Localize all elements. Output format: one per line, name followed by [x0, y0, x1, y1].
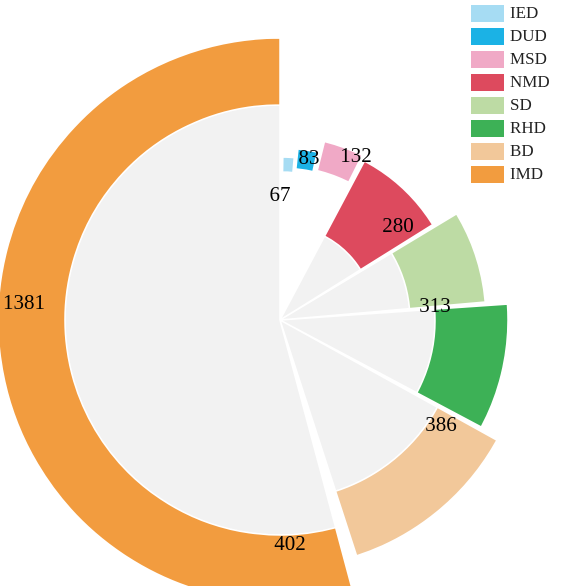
value-label-sd: 313 [419, 293, 451, 317]
legend-swatch-nmd [471, 74, 504, 91]
wedge-rhd [415, 303, 509, 429]
legend-label-rhd: RHD [510, 118, 546, 137]
legend-label-bd: BD [510, 141, 534, 160]
legend-swatch-ied [471, 5, 504, 22]
wedge-imd [0, 37, 353, 586]
legend-label-sd: SD [510, 95, 532, 114]
value-label-imd: 1381 [3, 290, 45, 314]
value-label-ied: 67 [270, 182, 291, 206]
legend-swatch-dud [471, 28, 504, 45]
legend-swatch-rhd [471, 120, 504, 137]
wedge-nmd [323, 160, 434, 271]
legend-swatch-msd [471, 51, 504, 68]
legend-label-nmd: NMD [510, 72, 550, 91]
value-label-nmd: 280 [382, 213, 414, 237]
legend-swatch-imd [471, 166, 504, 183]
value-label-msd: 132 [340, 143, 372, 167]
legend-label-msd: MSD [510, 49, 547, 68]
wedge-sd [390, 212, 487, 310]
legend-label-dud: DUD [510, 26, 547, 45]
chart-value-labels: 67 83 132 280 313 386 402 1381 [3, 143, 457, 555]
wedge-dud [295, 148, 319, 173]
chart-wedges [0, 37, 509, 586]
legend-swatch-sd [471, 97, 504, 114]
value-label-rhd: 386 [425, 412, 457, 436]
wedge-bd [334, 406, 498, 557]
legend-label-ied: IED [510, 3, 538, 22]
wedge-ied [281, 156, 296, 174]
wedge-msd [316, 140, 364, 184]
value-label-bd: 402 [274, 531, 306, 555]
legend-swatch-bd [471, 143, 504, 160]
value-label-dud: 83 [299, 145, 320, 169]
chart-legend: IED DUD MSD NMD SD RHD BD IMD [471, 3, 550, 183]
legend-label-imd: IMD [510, 164, 543, 183]
